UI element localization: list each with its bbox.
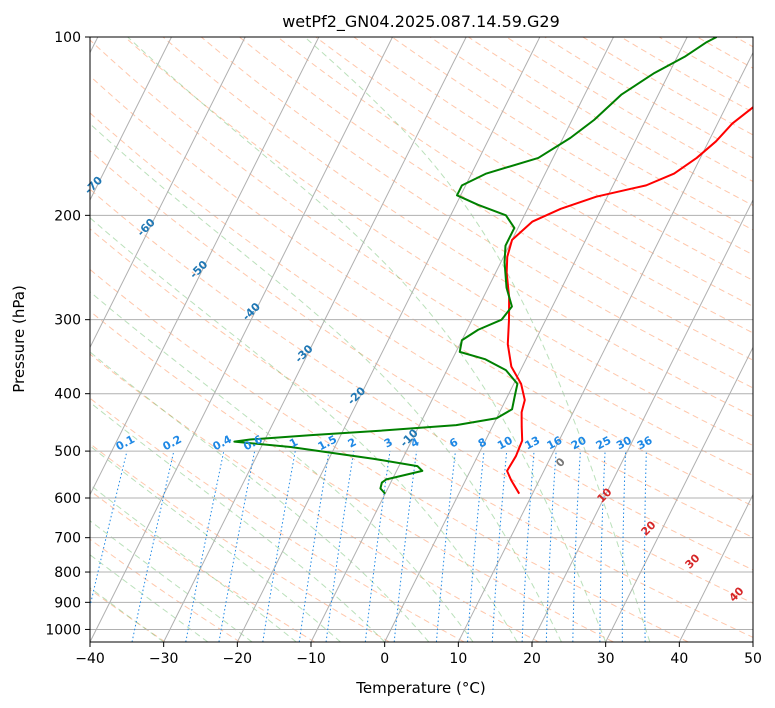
y-tick-label: 600: [54, 491, 81, 507]
mixing-ratio-line: [325, 451, 355, 642]
isotherm-line: [163, 37, 467, 642]
isotherm-line: [531, 198, 753, 642]
x-tick-label: −40: [75, 651, 105, 667]
y-tick-label: 800: [54, 565, 81, 581]
dry-adiabat-line: [90, 443, 390, 642]
dry-adiabat-line: [468, 37, 753, 207]
moist-adiabat-line: [127, 37, 607, 642]
dry-adiabat-line: [124, 37, 753, 447]
mixing-ratio-label: 36: [635, 434, 655, 453]
dry-adiabat-line: [90, 310, 614, 642]
x-axis-label: Temperature (°C): [355, 679, 485, 697]
y-tick-label: 300: [54, 313, 81, 329]
moist-adiabat-line: [304, 37, 651, 642]
mixing-ratio-line: [262, 451, 296, 642]
mixing-ratio-label: 16: [545, 434, 565, 453]
mixing-ratio-line: [393, 451, 418, 642]
dry-adiabat-line: [90, 39, 753, 476]
y-tick-label: 400: [54, 387, 81, 403]
x-tick-label: −20: [223, 651, 253, 667]
x-tick-label: 20: [523, 651, 541, 667]
moist-adiabat-line: [90, 520, 253, 642]
isotherm-line: [90, 37, 172, 202]
isotherm-line: [90, 37, 246, 349]
y-tick-label: 900: [54, 595, 81, 611]
mixing-ratio-label: 13: [523, 434, 543, 453]
mixing-ratio-label: 30: [614, 434, 634, 453]
moist-adiabat-line: [90, 554, 209, 642]
dry-adiabat-line: [429, 37, 753, 231]
dewpoint-profile-line: [233, 37, 718, 495]
y-tick-label: 500: [54, 444, 81, 460]
dry-adiabat-line: [90, 490, 315, 642]
dry-adiabat-line: [90, 150, 753, 571]
y-axis-label: Pressure (hPa): [10, 285, 28, 393]
moist-adiabat-line: [90, 401, 386, 642]
y-tick-label: 1000: [45, 622, 81, 638]
mixing-ratio-line: [298, 451, 330, 642]
dry-adiabat-line: [353, 37, 753, 281]
plot-frame: [89, 36, 754, 643]
dry-adiabat-line: [200, 37, 753, 389]
moist-adiabat-line: [90, 217, 518, 642]
plot-area: [90, 37, 753, 642]
x-tick-label: −30: [149, 651, 179, 667]
isotherm-line: [457, 51, 753, 642]
x-tick-label: 10: [449, 651, 467, 667]
temperature-profile-line: [505, 106, 753, 495]
dry-adiabat-line: [90, 188, 753, 604]
chart-title: wetPf2_GN04.2025.087.14.59.G29: [282, 12, 560, 32]
mixing-ratio-label: 10: [495, 434, 515, 453]
dry-adiabat-line: [506, 37, 753, 183]
x-tick-label: 30: [597, 651, 615, 667]
x-tick-label: 0: [380, 651, 389, 667]
mixing-ratio-line: [185, 450, 225, 642]
mixing-ratio-line: [218, 451, 256, 642]
moist-adiabat-line: [90, 445, 341, 642]
mixing-ratio-line: [131, 450, 175, 642]
moist-adiabat-line: [90, 123, 562, 642]
x-tick-label: −10: [296, 651, 326, 667]
x-tick-label: 40: [670, 651, 688, 667]
isotherm-line: [384, 37, 688, 642]
moist-adiabat-line: [90, 484, 297, 642]
dry-adiabat-line: [239, 37, 753, 361]
y-tick-label: 200: [54, 208, 81, 224]
isotherm-line: [236, 37, 541, 642]
dry-adiabat-line: [90, 353, 540, 642]
mixing-ratio-label: 25: [594, 434, 614, 453]
dry-adiabat-line: [162, 37, 753, 417]
isotherm-line: [90, 37, 393, 642]
isotherm-line: [605, 346, 753, 642]
dry-adiabat-line: [544, 37, 753, 159]
axes: −40 −30 −20 −10 0 10 20 30 40 50 100 200 300 400 500 60…: [45, 30, 762, 667]
dry-adiabat-line: [90, 228, 753, 638]
dry-adiabat-line: [90, 268, 689, 642]
isotherm-line: [678, 493, 753, 642]
dry-adiabat-line: [391, 37, 753, 256]
moist-adiabat-line: [90, 291, 474, 642]
isotherm-line: [90, 37, 320, 496]
moist-adiabat-line: [90, 587, 164, 642]
mixing-ratio-label: 20: [569, 434, 589, 453]
mixing-ratio-line: [364, 451, 391, 642]
y-tick-label: 700: [54, 531, 81, 547]
x-tick-label: 50: [744, 651, 762, 667]
y-tick-label: 100: [54, 30, 81, 46]
